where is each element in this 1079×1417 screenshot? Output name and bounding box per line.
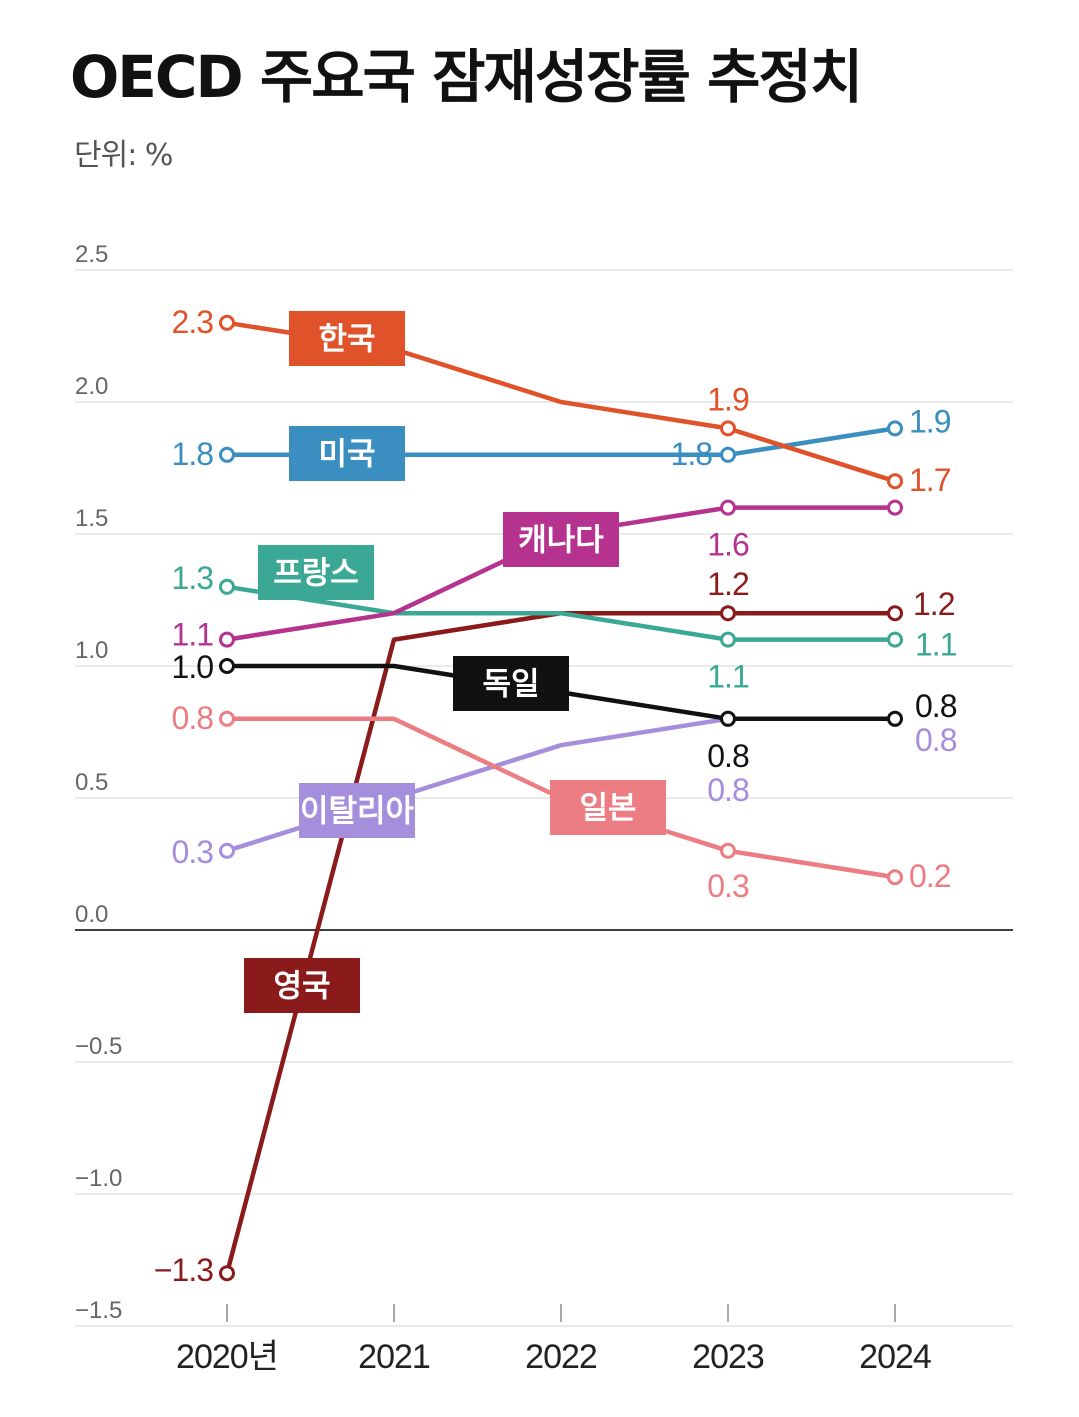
data-label: 1.1 [915,627,957,663]
gridlines [75,269,1013,1327]
series-badge-label: 캐나다 [518,523,604,559]
data-point [720,710,736,727]
data-label: 0.8 [915,688,957,724]
y-tick-label: 2.5 [75,241,108,268]
series-badge-box [550,780,666,835]
data-point [720,842,736,859]
series-badge-box [299,783,415,838]
y-tick-label: 2.0 [75,373,108,400]
x-tick-label: 2024 [859,1338,931,1376]
data-point [887,420,903,437]
data-label: 1.9 [909,403,951,439]
series-line-4 [224,610,898,1276]
data-label: 1.1 [172,617,214,653]
x-tick-label: 2021 [358,1338,430,1376]
series-badge-box [258,545,374,600]
series-badge-label: 프랑스 [273,556,359,592]
data-label: 1.7 [909,462,951,498]
series-badge-label: 미국 [318,437,375,473]
y-tick-label: −1.5 [75,1297,122,1324]
series-badge-label: 일본 [579,791,636,827]
unit-label: 단위: % [74,138,173,173]
data-label: 1.6 [707,527,749,563]
data-point [887,473,903,490]
data-point [887,605,903,622]
data-labels: −1.31.21.21.31.11.10.30.80.80.80.3 0.21.0… [154,304,958,1288]
y-tick-label: 0.0 [75,901,108,928]
data-label: 0.3 [172,834,214,870]
data-label: 1.0 [172,649,214,685]
data-label: 1.8 [671,436,713,472]
data-point [720,631,736,648]
data-point [219,658,235,674]
series-line-3 [224,584,898,642]
series-badge-label: 영국 [273,969,330,1005]
chart-title: OECD 주요국 잠재성장률 추정치 [70,43,863,111]
data-point [887,710,903,727]
data-point [219,446,235,463]
series-points [219,314,903,1282]
data-point [720,499,736,516]
data-label: 0.2 [909,858,951,894]
data-label: 0.3 [707,868,749,904]
data-point [887,869,903,886]
data-label: 1.1 [707,659,749,695]
data-label: 1.3 [172,560,214,596]
data-point [219,578,235,595]
data-label: 0.8 [172,700,214,736]
data-point [219,842,235,859]
y-axis-ticks: 2.5 2.0 1.5 1.0 0.5 0.0 −0.5 −1.0 −1.5 [75,241,122,1324]
data-point [720,446,736,463]
series-badge-label: 독일 [482,667,539,703]
data-label: 1.9 [707,381,749,417]
data-point [219,631,235,648]
x-tick-label: 2023 [692,1338,764,1376]
data-label: −1.3 [154,1252,213,1288]
x-tick-label: 2022 [525,1338,597,1376]
x-tick-label: 2020년 [176,1338,278,1376]
x-axis-ticks: 2020년 2021 2022 2023 2024 [176,1304,932,1376]
data-label: 1.8 [172,436,214,472]
series-badge-label: 이탈리아 [300,794,415,830]
data-label: 0.8 [915,722,957,758]
data-label: 0.8 [707,772,749,808]
data-label: 0.8 [707,738,749,774]
data-point [219,314,235,331]
data-point [887,499,903,516]
data-point [219,710,235,727]
data-label: 1.2 [913,586,955,622]
y-tick-label: 0.5 [75,769,108,796]
series-badge-box [453,656,569,711]
data-label: 2.3 [172,304,214,340]
series-badge-box [289,311,405,366]
data-point [720,420,736,437]
y-tick-label: 1.0 [75,637,108,664]
y-tick-label: −1.0 [75,1165,122,1192]
y-tick-label: −0.5 [75,1033,122,1060]
data-point [219,1265,235,1282]
series-badge-box [503,512,619,567]
y-tick-label: 1.5 [75,505,108,532]
data-label: 1.2 [707,566,749,602]
series-badge-box [244,958,360,1013]
data-point [887,631,903,648]
data-point [720,605,736,622]
series-badge-label: 한국 [318,322,375,358]
series-badge-box [289,426,405,481]
